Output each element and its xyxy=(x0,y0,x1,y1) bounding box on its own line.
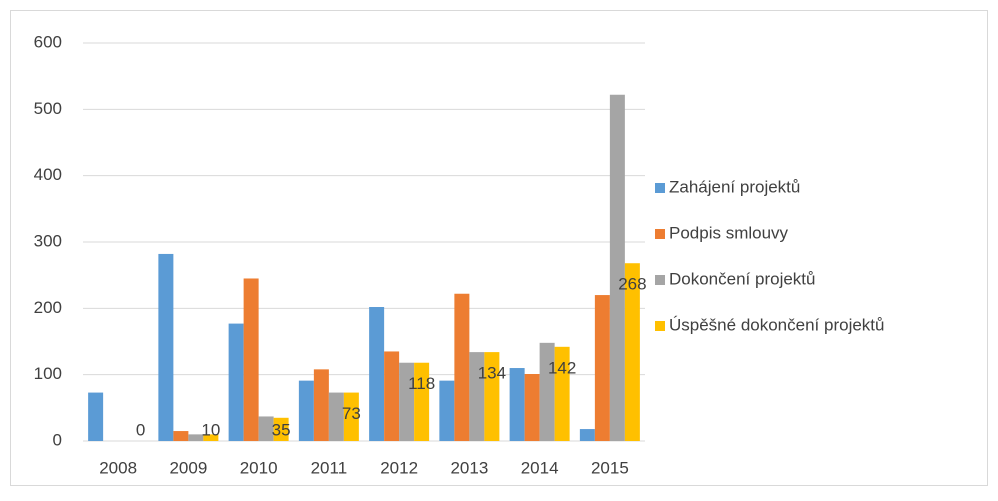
data-label: 134 xyxy=(478,364,506,383)
bar xyxy=(399,362,415,441)
y-tick-label: 300 xyxy=(34,231,62,250)
data-label: 118 xyxy=(408,374,435,393)
bar xyxy=(328,392,344,441)
y-tick-label: 100 xyxy=(34,364,62,383)
legend-label: Zahájení projektů xyxy=(669,177,800,196)
data-label: 35 xyxy=(272,420,291,439)
x-tick-label: 2014 xyxy=(521,458,559,477)
legend-swatch xyxy=(655,321,665,331)
bar xyxy=(484,352,500,441)
data-label: 10 xyxy=(201,420,220,439)
legend-label: Podpis smlouvy xyxy=(669,223,789,242)
bar xyxy=(273,417,289,441)
bar xyxy=(158,253,174,441)
bar xyxy=(554,346,570,441)
x-tick-label: 2015 xyxy=(591,458,629,477)
bar xyxy=(298,380,314,441)
bar xyxy=(188,434,204,441)
bar xyxy=(203,434,219,441)
x-tick-label: 2010 xyxy=(240,458,278,477)
bar xyxy=(88,392,104,441)
bar xyxy=(258,416,274,441)
legend-label: Dokončení projektů xyxy=(669,269,815,288)
bar xyxy=(243,278,259,441)
x-tick-label: 2012 xyxy=(380,458,418,477)
legend-swatch xyxy=(655,275,665,285)
x-tick-label: 2011 xyxy=(311,458,348,477)
bar xyxy=(624,263,640,441)
y-tick-label: 0 xyxy=(53,430,62,449)
y-tick-label: 200 xyxy=(34,298,62,317)
bar xyxy=(469,352,485,441)
data-label: 73 xyxy=(342,404,361,423)
bar xyxy=(384,351,400,441)
y-tick-label: 500 xyxy=(34,99,62,118)
bar xyxy=(369,307,385,441)
bar xyxy=(439,380,455,441)
bar xyxy=(313,369,329,441)
data-label: 0 xyxy=(136,420,145,439)
bar xyxy=(228,323,244,441)
bar xyxy=(414,362,430,441)
data-label: 268 xyxy=(618,275,646,294)
bar xyxy=(539,342,555,441)
legend-swatch xyxy=(655,183,665,193)
x-tick-label: 2009 xyxy=(169,458,207,477)
legend-swatch xyxy=(655,229,665,239)
bar xyxy=(454,293,470,441)
bar xyxy=(594,295,610,441)
y-tick-label: 600 xyxy=(34,32,62,51)
bar xyxy=(524,374,540,441)
bar xyxy=(343,392,359,441)
data-label: 142 xyxy=(548,358,576,377)
legend-label: Úspěšné dokončení projektů xyxy=(669,315,884,334)
x-tick-label: 2013 xyxy=(450,458,488,477)
bar xyxy=(173,431,189,441)
bar xyxy=(509,368,525,441)
bar xyxy=(579,429,595,441)
x-tick-label: 2008 xyxy=(99,458,137,477)
y-tick-label: 400 xyxy=(34,165,62,184)
bar xyxy=(609,94,625,442)
